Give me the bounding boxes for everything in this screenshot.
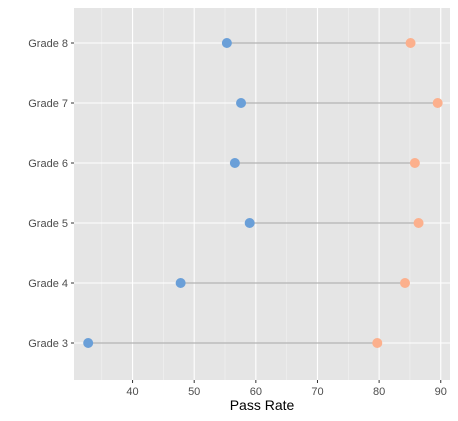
high-point: [372, 338, 383, 348]
connectors: [88, 42, 438, 344]
y-tick-label: Grade 3: [28, 338, 68, 350]
x-tick-label: 40: [126, 386, 138, 398]
minor-gridlines: [101, 8, 411, 380]
low-point: [83, 338, 94, 348]
x-tick-label: 50: [188, 386, 200, 398]
x-tick-label: 60: [250, 386, 262, 398]
low-point: [229, 158, 240, 168]
high-point: [432, 98, 443, 108]
low-point: [244, 218, 255, 228]
low-point: [221, 38, 232, 48]
y-tick-label: Grade 4: [28, 278, 68, 290]
y-tick-label: Grade 8: [28, 38, 68, 50]
low-point: [175, 278, 186, 288]
low-point: [236, 98, 247, 108]
x-tick-label: 70: [311, 386, 323, 398]
plot-panel: [74, 8, 450, 380]
high-point: [400, 278, 411, 288]
y-axis: Grade 3 Grade 4 Grade 5 Grade 6 Grade 7 Grade…: [28, 38, 74, 350]
x-tick-label: 90: [435, 386, 447, 398]
y-tick-label: Grade 5: [28, 218, 68, 230]
x-tick-label: 80: [373, 386, 385, 398]
high-point: [413, 218, 424, 228]
x-axis-title: Pass Rate: [230, 397, 295, 413]
high-point: [405, 38, 416, 48]
y-tick-label: Grade 7: [28, 98, 68, 110]
y-tick-label: Grade 6: [28, 158, 68, 170]
points: [83, 38, 443, 348]
x-axis: 40 50 60 70 80 90: [126, 380, 447, 398]
high-point: [409, 158, 420, 168]
